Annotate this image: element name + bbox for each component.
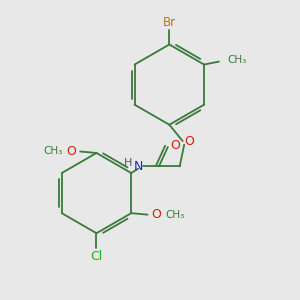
Text: O: O (152, 208, 161, 221)
Text: CH₃: CH₃ (43, 146, 62, 157)
Text: Cl: Cl (90, 250, 103, 263)
Text: O: O (66, 145, 76, 158)
Text: CH₃: CH₃ (165, 210, 185, 220)
Text: Br: Br (163, 16, 176, 29)
Text: O: O (184, 135, 194, 148)
Text: CH₃: CH₃ (228, 55, 247, 65)
Text: O: O (170, 139, 180, 152)
Text: N: N (134, 160, 143, 173)
Text: H: H (124, 158, 132, 168)
